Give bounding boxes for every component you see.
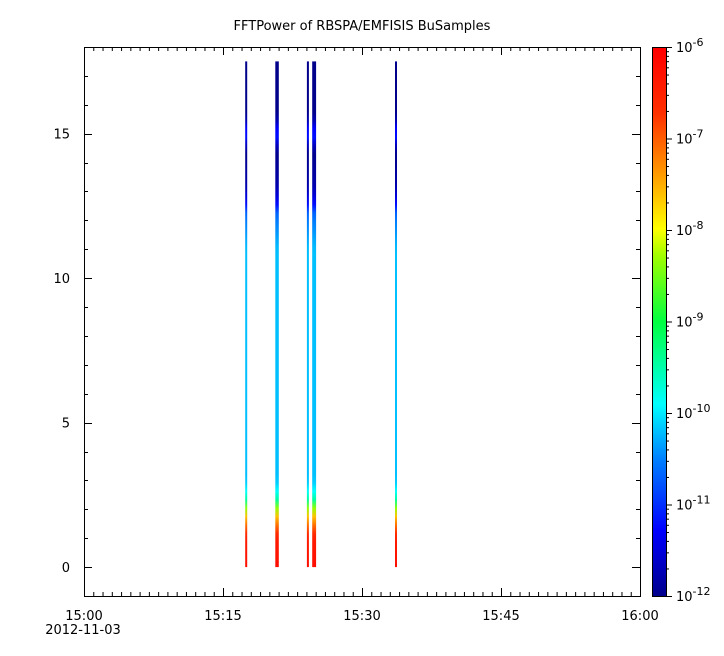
colorbar-tick-exponent: -6 — [693, 36, 704, 49]
y-tick-label: 5 — [62, 417, 70, 432]
y-tick-label: 0 — [62, 561, 70, 576]
x-tick-label: 15:45 — [482, 609, 519, 624]
colorbar-tick-label: 10-7 — [676, 128, 704, 148]
y-tick-label: 15 — [53, 128, 70, 143]
colorbar-tick-base: 10 — [676, 499, 693, 514]
spectrogram-bursts — [245, 61, 397, 568]
colorbar-tick-label: 10-8 — [676, 219, 704, 239]
colorbar-tick-exponent: -11 — [693, 494, 711, 507]
colorbar-tick-base: 10 — [676, 316, 693, 331]
colorbar-tick-exponent: -9 — [693, 311, 704, 324]
x-date-label: 2012-11-03 — [45, 623, 121, 638]
colorbar-tick-label: 10-9 — [676, 311, 704, 331]
spectrogram-burst-2 — [275, 61, 279, 568]
colorbar-tick-base: 10 — [676, 41, 693, 56]
colorbar-tick-exponent: -8 — [693, 219, 704, 232]
colorbar-tick-label: 10-12 — [676, 585, 711, 605]
x-tick-label: 15:00 — [65, 609, 102, 624]
x-tick-label: 15:15 — [204, 609, 241, 624]
colorbar-tick-base: 10 — [676, 590, 693, 605]
colorbar-tick-exponent: -12 — [693, 585, 711, 598]
chart-title: FFTPower of RBSPA/EMFISIS BuSamples — [234, 19, 491, 34]
spectrogram-burst-5 — [395, 61, 397, 568]
colorbar-tick-label: 10-11 — [676, 494, 711, 514]
spectrogram-burst-4 — [312, 61, 317, 568]
x-tick-label: 16:00 — [621, 609, 658, 624]
y-tick-label: 10 — [53, 272, 70, 287]
colorbar-tick-exponent: -7 — [693, 128, 704, 141]
colorbar-tick-label: 10-10 — [676, 402, 711, 422]
colorbar — [652, 47, 667, 597]
x-tick-label: 15:30 — [343, 609, 380, 624]
y-axis: 0 5 10 15 — [53, 76, 640, 576]
x-axis: 15:00 15:15 15:30 15:45 16:00 — [65, 47, 659, 624]
plot-area — [84, 47, 640, 596]
spectrogram-burst-3 — [306, 61, 309, 568]
colorbar-tick-base: 10 — [676, 224, 693, 239]
colorbar-tick-label: 10-6 — [676, 36, 704, 56]
colorbar-tick-base: 10 — [676, 407, 693, 422]
colorbar-tick-exponent: -10 — [693, 402, 711, 415]
spectrogram-burst-1 — [245, 61, 248, 568]
colorbar-tick-base: 10 — [676, 133, 693, 148]
